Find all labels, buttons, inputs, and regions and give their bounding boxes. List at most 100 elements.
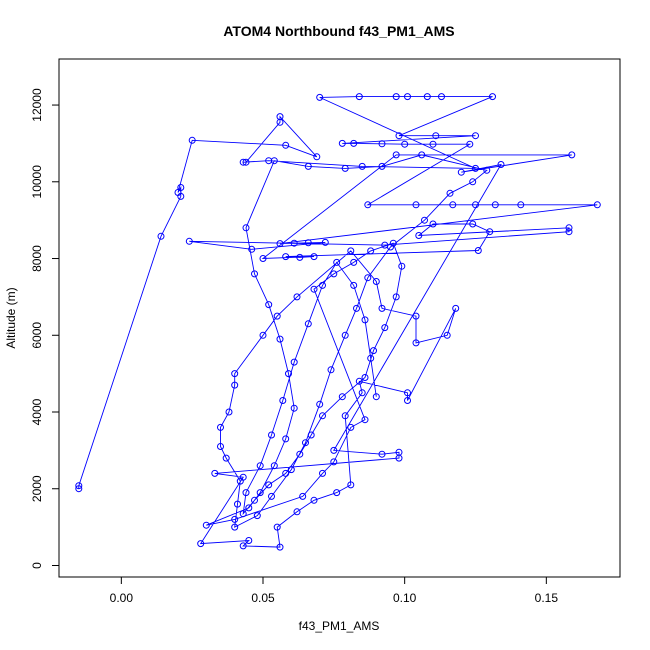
data-point (211, 469, 219, 477)
data-point (273, 523, 281, 531)
data-point (423, 93, 431, 101)
data-point (469, 220, 477, 228)
data-point (404, 389, 411, 397)
data-point (355, 377, 363, 385)
data-point (333, 258, 341, 266)
data-point (231, 515, 239, 523)
data-point (364, 274, 372, 282)
data-point (276, 240, 284, 248)
y-tick-label: 2000 (30, 475, 44, 502)
data-point (217, 443, 224, 450)
data-point (412, 201, 420, 209)
data-point (392, 93, 400, 101)
data-point (372, 278, 380, 285)
data-point (446, 189, 454, 197)
data-point (392, 293, 400, 301)
data-point (429, 220, 437, 228)
y-tick-label: 8000 (30, 245, 44, 272)
data-point (361, 374, 369, 381)
data-point (313, 153, 321, 161)
data-point (333, 489, 341, 497)
data-point (253, 512, 261, 520)
data-point (347, 423, 355, 431)
data-point (265, 301, 273, 309)
data-point (432, 132, 440, 140)
data-point (361, 316, 369, 324)
data-point (341, 331, 349, 339)
data-point (452, 304, 460, 312)
data-point (256, 489, 264, 497)
data-point (330, 458, 338, 466)
data-point (338, 393, 346, 401)
data-point (316, 93, 324, 101)
data-point (378, 140, 386, 148)
data-point (185, 237, 193, 245)
data-point (353, 304, 360, 312)
y-tick-label: 10000 (30, 165, 44, 199)
data-point (75, 485, 83, 493)
y-tick-label: 6000 (30, 322, 44, 349)
data-point (327, 366, 335, 374)
data-point (398, 262, 406, 270)
data-point (239, 510, 247, 518)
data-point (236, 477, 244, 485)
data-point (310, 285, 318, 293)
data-point (367, 354, 375, 362)
data-point (491, 201, 499, 209)
data-point (265, 481, 273, 489)
data-point (225, 408, 233, 416)
data-point (242, 158, 250, 166)
data-point (202, 521, 210, 529)
data-point (239, 542, 247, 550)
data-point (412, 312, 420, 320)
data-point (296, 450, 304, 458)
data-point (282, 253, 290, 261)
data-point (285, 370, 292, 378)
data-point (568, 151, 576, 159)
data-point (341, 164, 349, 172)
data-point (418, 151, 426, 159)
data-point (404, 397, 411, 404)
data-point (268, 492, 275, 500)
data-point (372, 393, 380, 401)
data-point (381, 324, 389, 332)
data-point (270, 462, 278, 470)
data-point (472, 132, 479, 140)
data-point (474, 247, 482, 254)
data-point (304, 320, 312, 328)
data-point (273, 312, 281, 320)
data-point (438, 93, 445, 101)
data-point (251, 496, 258, 504)
data-point (358, 389, 366, 397)
data-point (350, 258, 358, 266)
data-point (321, 238, 329, 246)
data-point (251, 270, 258, 278)
data-point (565, 228, 573, 236)
data-point (310, 496, 318, 504)
data-point (489, 93, 496, 101)
data-point (242, 489, 250, 497)
data-point (290, 358, 298, 366)
data-point (319, 469, 326, 477)
plot-frame (58, 58, 621, 578)
data-point (282, 469, 290, 477)
data-point (234, 500, 241, 508)
data-point (296, 253, 304, 261)
data-point (259, 331, 267, 339)
data-point (231, 523, 239, 531)
data-point (310, 253, 318, 261)
data-point (350, 139, 358, 147)
data-point (338, 139, 346, 147)
data-point (443, 331, 451, 339)
x-tick-label: 0.10 (393, 591, 417, 605)
data-point (248, 245, 256, 253)
data-point (370, 347, 377, 355)
data-point (404, 93, 411, 101)
data-point (449, 201, 457, 209)
data-point (231, 381, 239, 389)
data-point (319, 412, 326, 420)
data-point (486, 228, 494, 236)
data-point (302, 439, 309, 447)
data-point (304, 162, 312, 170)
